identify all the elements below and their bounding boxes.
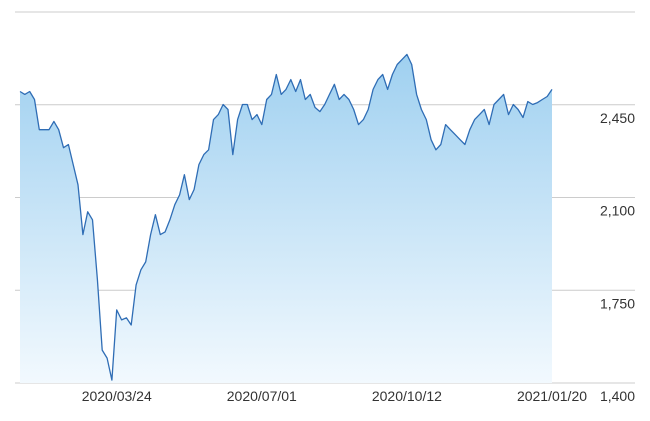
x-tick-label: 2020/03/24 — [82, 388, 152, 404]
y-tick-label: 2,450 — [600, 110, 635, 126]
price-line — [19, 53, 553, 381]
x-tick-label: 2020/10/12 — [372, 388, 442, 404]
y-tick-label: 1,750 — [600, 295, 635, 311]
y-tick-label: 2,100 — [600, 203, 635, 219]
x-tick-label: 2020/07/01 — [227, 388, 297, 404]
area-fill — [20, 54, 552, 384]
x-tick-label: 2021/01/20 — [517, 388, 587, 404]
y-tick-label: 1,400 — [600, 388, 635, 404]
